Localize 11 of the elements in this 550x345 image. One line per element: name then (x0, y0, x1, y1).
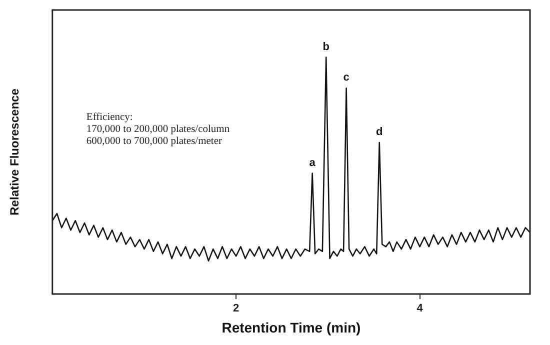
annotation: Efficiency: (86, 112, 133, 123)
x-tick-label: 4 (416, 302, 424, 315)
annotation: c (343, 72, 350, 84)
annotation: a (309, 156, 316, 169)
x-axis-title: Retention Time (min) (222, 319, 361, 336)
annotation: b (322, 40, 330, 53)
annotation: 600,000 to 700,000 plates/meter (86, 136, 223, 147)
annotation: d (376, 126, 383, 138)
y-axis-title: Relative Fluorescence (8, 88, 22, 216)
x-tick-label: 2 (233, 302, 240, 315)
annotation: 170,000 to 200,000 plates/column (86, 124, 230, 135)
